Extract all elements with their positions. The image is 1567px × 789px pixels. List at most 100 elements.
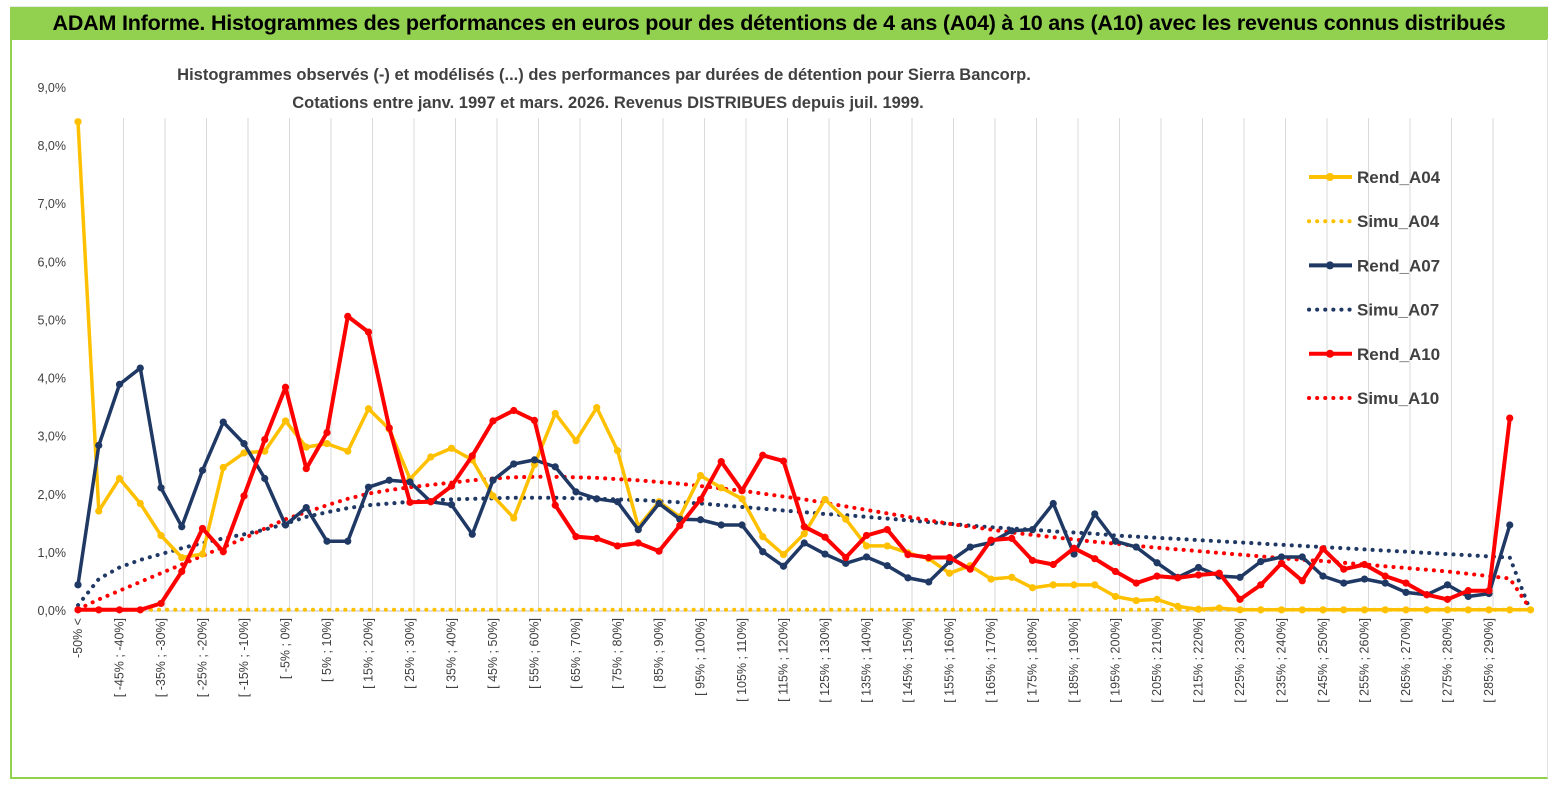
data-point-Rend_A10 xyxy=(1360,560,1369,569)
data-point-Rend_A04 xyxy=(427,453,435,461)
data-point-Rend_A10 xyxy=(240,492,248,500)
data-point-Rend_A04 xyxy=(1381,606,1389,614)
data-point-Rend_A04 xyxy=(1049,581,1057,589)
data-point-Rend_A04 xyxy=(1423,606,1431,614)
data-point-Rend_A04 xyxy=(1277,606,1286,614)
y-tick-label: 5,0% xyxy=(38,313,67,327)
data-point-Rend_A07 xyxy=(1049,499,1057,508)
data-point-Rend_A04 xyxy=(1008,573,1016,581)
data-point-Rend_A04 xyxy=(1070,581,1078,589)
y-tick-label: 6,0% xyxy=(38,255,67,269)
data-point-Rend_A07 xyxy=(198,466,207,474)
data-point-Rend_A04 xyxy=(1257,606,1265,614)
data-point-Rend_A10 xyxy=(966,565,974,573)
data-point-Rend_A10 xyxy=(344,312,352,320)
data-point-Rend_A04 xyxy=(862,542,871,550)
data-point-Rend_A04 xyxy=(136,499,144,508)
x-tick-label: [ 15% ; 20%] xyxy=(362,618,376,689)
data-point-Rend_A10 xyxy=(1070,544,1078,552)
data-point-Rend_A10 xyxy=(655,547,663,555)
data-point-Rend_A10 xyxy=(1008,534,1016,542)
data-point-Rend_A04 xyxy=(1194,605,1203,613)
data-point-Rend_A04 xyxy=(987,575,995,583)
data-point-Rend_A10 xyxy=(1153,572,1161,580)
data-point-Rend_A10 xyxy=(862,531,871,540)
data-point-Rend_A07 xyxy=(95,441,103,449)
x-tick-label: [ 215% ; 220%] xyxy=(1192,618,1206,703)
data-point-Rend_A07 xyxy=(904,574,912,582)
x-tick-label: [ 25% ; 30%] xyxy=(403,618,417,689)
data-point-Rend_A10 xyxy=(95,606,103,614)
y-tick-label: 8,0% xyxy=(38,139,67,153)
x-tick-label: [ 115% ; 120%] xyxy=(777,618,791,702)
y-tick-label: 9,0% xyxy=(38,81,67,95)
data-point-Rend_A10 xyxy=(489,417,497,425)
data-point-Rend_A10 xyxy=(281,383,290,391)
data-point-Rend_A07 xyxy=(655,499,663,508)
data-point-Rend_A04 xyxy=(281,417,290,425)
data-point-Rend_A10 xyxy=(1236,595,1244,603)
data-point-Rend_A04 xyxy=(613,447,622,455)
data-point-Rend_A10 xyxy=(427,498,435,506)
chart-title-line1: Histogrammes observés (-) et modélisés (… xyxy=(177,66,1031,84)
x-tick-label: [ 285% ; 290%] xyxy=(1482,618,1496,703)
data-point-Rend_A04 xyxy=(551,409,559,418)
data-point-Rend_A07 xyxy=(157,484,165,492)
data-point-Rend_A04 xyxy=(717,484,725,492)
data-point-Rend_A04 xyxy=(1360,606,1369,614)
data-point-Rend_A07 xyxy=(115,380,124,388)
data-point-Rend_A04 xyxy=(1153,595,1161,603)
y-tick-label: 1,0% xyxy=(38,546,67,560)
data-point-Rend_A10 xyxy=(676,521,684,530)
x-tick-label: [ -45% ; -40%] xyxy=(113,618,127,697)
data-point-Rend_A07 xyxy=(1111,537,1120,545)
x-tick-label: [ 205% ; 210%] xyxy=(1150,618,1164,703)
data-point-Rend_A10 xyxy=(800,523,808,531)
data-point-Rend_A07 xyxy=(1028,526,1037,534)
x-tick-label: -50% < xyxy=(71,618,85,658)
data-point-Rend_A07 xyxy=(447,501,456,509)
data-point-Rend_A10 xyxy=(1257,581,1265,589)
data-point-Rend_A10 xyxy=(842,553,850,562)
data-point-Rend_A10 xyxy=(198,524,207,533)
chart-area xyxy=(10,39,1548,779)
data-point-Rend_A10 xyxy=(406,498,414,506)
y-tick-label: 0,0% xyxy=(38,604,67,618)
data-point-Rend_A10 xyxy=(1443,595,1452,603)
data-point-Rend_A10 xyxy=(1340,565,1348,573)
data-point-Rend_A04 xyxy=(95,507,103,515)
series-line-Rend_A07 xyxy=(76,366,1512,599)
data-point-Rend_A10 xyxy=(1091,555,1099,563)
data-point-Rend_A04 xyxy=(821,495,829,504)
data-point-Rend_A07 xyxy=(136,364,144,372)
data-point-Rend_A07 xyxy=(696,516,705,524)
data-point-Rend_A04 xyxy=(759,533,767,541)
data-point-Rend_A04 xyxy=(510,514,518,522)
data-point-Rend_A07 xyxy=(1298,553,1306,561)
data-point-Rend_A10 xyxy=(178,567,186,576)
data-point-Rend_A07 xyxy=(800,539,808,547)
data-point-Rend_A10 xyxy=(1381,572,1389,580)
data-point-Rend_A04 xyxy=(344,447,352,455)
data-point-Rend_A07 xyxy=(551,463,559,471)
x-tick-label: [ 165% ; 170%] xyxy=(984,618,998,703)
y-tick-label: 4,0% xyxy=(38,372,67,386)
data-point-Rend_A04 xyxy=(593,404,601,412)
data-point-Rend_A10 xyxy=(779,457,788,465)
data-point-Rend_A04 xyxy=(1464,606,1472,614)
data-point-Rend_A10 xyxy=(1028,556,1037,565)
data-point-Rend_A07 xyxy=(821,550,829,558)
data-point-Rend_A07 xyxy=(842,559,850,567)
data-point-Rend_A07 xyxy=(1277,553,1286,561)
data-point-Rend_A10 xyxy=(261,435,269,444)
data-point-Rend_A07 xyxy=(281,521,290,529)
data-point-Rend_A07 xyxy=(883,562,891,570)
legend-label-Rend_A04: Rend_A04 xyxy=(1357,168,1441,187)
x-tick-label: [ 185% ; 190%] xyxy=(1067,618,1081,703)
data-point-Rend_A04 xyxy=(572,437,580,445)
data-point-Rend_A04 xyxy=(489,492,497,500)
data-point-Rend_A10 xyxy=(717,458,725,466)
data-point-Rend_A10 xyxy=(1174,574,1182,582)
data-point-Rend_A10 xyxy=(1485,587,1493,595)
data-point-Rend_A04 xyxy=(1174,602,1182,610)
